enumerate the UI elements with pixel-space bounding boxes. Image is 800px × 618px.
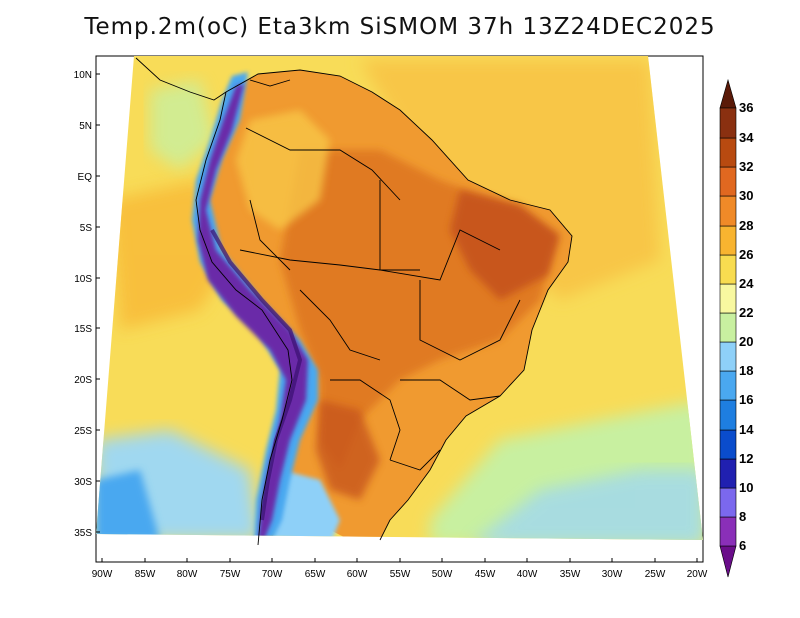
central-america-coast [135, 57, 227, 101]
lon-label-80w: 80W [177, 569, 198, 580]
colorbar-label: 36 [739, 100, 753, 115]
colorbar-segment [719, 166, 737, 197]
colorbar: 6 8 10 12 14 16 18 20 22 24 26 28 30 32 … [719, 78, 754, 578]
colorbar-segment [719, 312, 737, 343]
lat-label-5n: 5N [79, 121, 92, 132]
colorbar-label: 26 [739, 247, 753, 262]
lon-label-90w: 90W [92, 569, 113, 580]
lon-label-35w: 35W [560, 569, 581, 580]
lon-label-30w: 30W [602, 569, 623, 580]
colorbar-segment [719, 458, 737, 489]
lon-label-55w: 55W [390, 569, 411, 580]
border-peru [249, 199, 291, 271]
lat-label-20s: 20S [74, 375, 92, 386]
lon-label-75w: 75W [220, 569, 241, 580]
colorbar-segment [719, 429, 737, 460]
lat-label-10s: 10S [74, 274, 92, 285]
colorbar-label: 10 [739, 480, 753, 495]
border-north [245, 127, 401, 201]
lon-label-60w: 60W [347, 569, 368, 580]
atlantic-coastline [225, 69, 573, 541]
lat-label-10n: 10N [74, 70, 92, 81]
colorbar-label: 24 [739, 276, 754, 291]
colorbar-segment [719, 399, 737, 431]
border-uruguay [389, 449, 441, 471]
colorbar-bottom-arrow [719, 545, 737, 578]
lon-label-25w: 25W [645, 569, 666, 580]
border-bolivia [299, 289, 381, 361]
colorbar-label: 28 [739, 218, 753, 233]
colorbar-label: 12 [739, 451, 753, 466]
pacific-coastline [195, 91, 293, 546]
colorbar-label: 18 [739, 363, 753, 378]
coastlines-and-borders [135, 57, 573, 546]
lat-label-15s: 15S [74, 324, 92, 335]
colorbar-label: 16 [739, 392, 753, 407]
cold-south-pacific-shading [96, 470, 160, 540]
colorbar-segment [719, 283, 737, 314]
lat-label-eq: EQ [78, 172, 93, 183]
latitude-axis: 10N 5N EQ 5S 10S 15S 20S 25S 30S 35S [74, 70, 100, 539]
map-title: Temp.2m(oC) Eta3km SiSMOM 37h 13Z24DEC20… [84, 14, 716, 40]
andes-crest-shading [210, 229, 303, 521]
colorbar-segment [719, 107, 737, 139]
colorbar-segment [719, 516, 737, 547]
colorbar-segment [719, 487, 737, 518]
lat-label-30s: 30S [74, 477, 92, 488]
colorbar-label: 30 [739, 188, 753, 203]
cool-north-pacific-shading [150, 80, 215, 170]
border-states-north [379, 180, 501, 281]
lon-label-70w: 70W [262, 569, 283, 580]
colorbar-segment [719, 254, 737, 285]
colorbar-segment [719, 195, 737, 227]
lon-label-50w: 50W [432, 569, 453, 580]
colorbar-segment [719, 225, 737, 256]
colorbar-label: 32 [739, 159, 753, 174]
lon-label-45w: 45W [475, 569, 496, 580]
lon-label-85w: 85W [135, 569, 156, 580]
colorbar-label: 34 [739, 130, 754, 145]
colorbar-segment [719, 370, 737, 401]
warm-atlantic-shading [360, 60, 660, 300]
hot-northeast-shading [450, 190, 560, 300]
border-states-central [419, 280, 521, 361]
lat-label-35s: 35S [74, 528, 92, 539]
lat-label-25s: 25S [74, 426, 92, 437]
colorbar-top-arrow [719, 78, 737, 109]
colorbar-segment [719, 137, 737, 168]
longitude-axis: 90W 85W 80W 75W 70W 65W 60W 55W 50W 45W … [92, 558, 708, 580]
colorbar-label: 6 [739, 538, 746, 553]
lon-label-65w: 65W [305, 569, 326, 580]
temperature-field [96, 56, 703, 540]
colorbar-label: 8 [739, 509, 746, 524]
cold-south-atlantic-shading [470, 470, 703, 540]
hot-chaco-shading [316, 400, 380, 500]
colorbar-segment [719, 341, 737, 372]
colorbar-label: 20 [739, 334, 753, 349]
border-paraguay [330, 379, 401, 461]
colorbar-label: 22 [739, 305, 753, 320]
lon-label-40w: 40W [517, 569, 538, 580]
border-states-southeast [400, 379, 501, 401]
lat-label-5s: 5S [80, 223, 93, 234]
colorbar-label: 14 [739, 422, 754, 437]
border-amazon [239, 249, 420, 271]
caribbean-coast [249, 79, 291, 87]
amazon-shading [236, 110, 330, 230]
lon-label-20w: 20W [687, 569, 708, 580]
